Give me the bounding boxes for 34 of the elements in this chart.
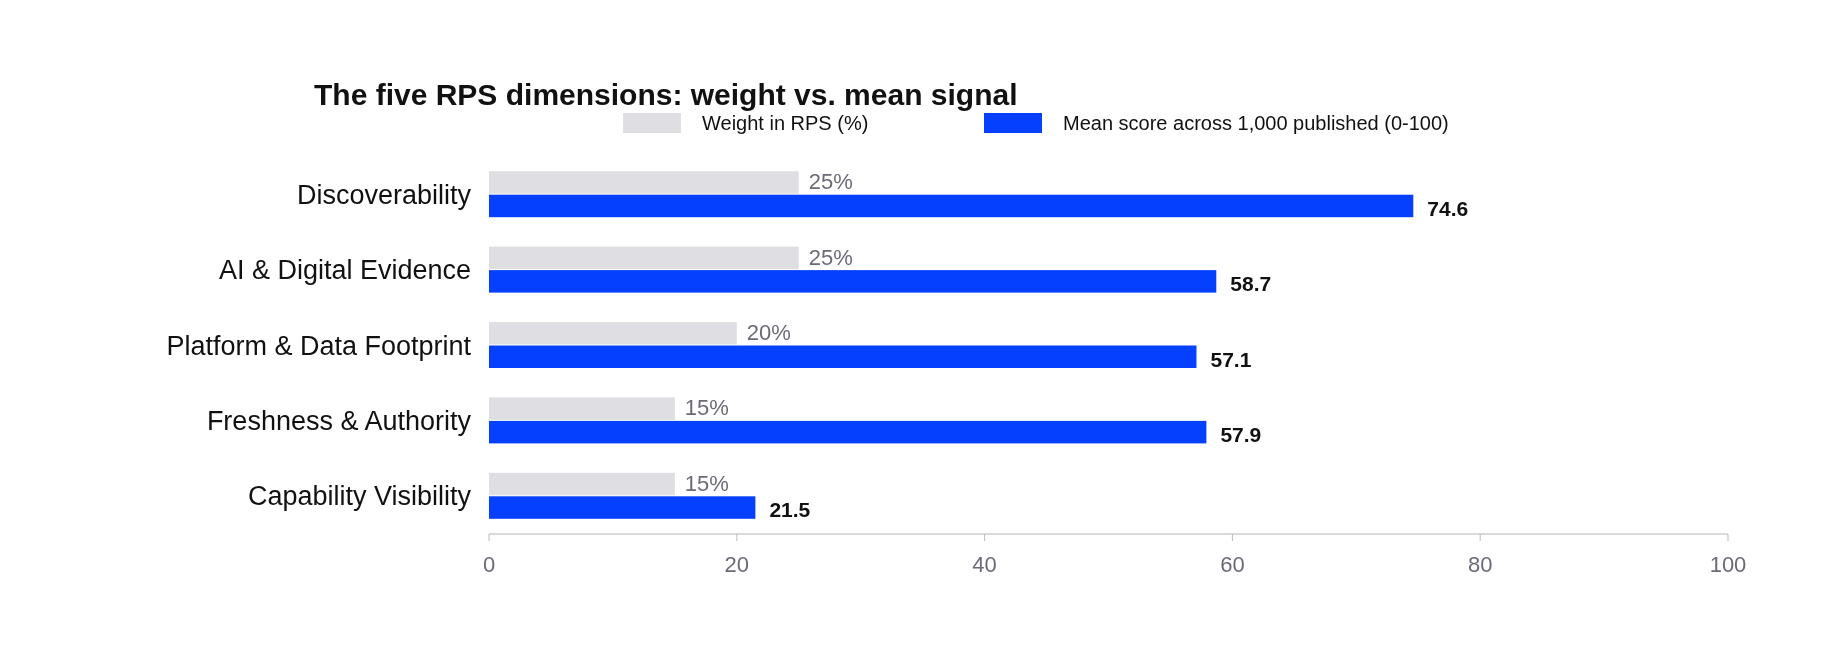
y-tick-label: AI & Digital Evidence [218,255,471,286]
data-label: 21.5 [769,498,811,522]
bar [489,246,799,270]
x-tick-label: 100 [1709,552,1747,577]
y-tick-label: Platform & Data Footprint [166,330,472,361]
y-tick-label: Discoverability [296,179,472,210]
bar [489,472,675,496]
chart-title: The five RPS dimensions: weight vs. mean signal [314,78,1018,111]
bar [489,194,1414,218]
y-tick-label: Capability Visibility [247,481,472,512]
data-label: 74.6 [1427,196,1469,220]
bar [489,322,737,345]
data-label: 20% [746,320,791,345]
bar [489,420,1207,444]
legend-label: Weight in RPS (%) [702,112,869,134]
bar [489,345,1197,368]
data-label: 57.9 [1220,422,1262,446]
y-tick-label: Freshness & Authority [206,405,472,436]
legend-label: Mean score across 1,000 published (0-100) [1063,112,1449,134]
data-label: 15% [684,395,729,421]
x-tick-label: 0 [482,552,496,577]
data-label: 25% [808,244,853,270]
data-label: 57.1 [1210,347,1252,371]
x-tick-label: 80 [1467,552,1493,577]
bar [489,397,675,420]
x-tick-label: 40 [972,552,997,577]
x-tick-label: 20 [724,552,750,577]
data-label: 15% [684,470,729,496]
x-tick-label: 60 [1220,552,1245,577]
bar [489,496,756,519]
data-label: 25% [808,169,853,195]
bar [489,171,799,194]
bar [489,270,1217,293]
data-label: 58.7 [1230,272,1272,296]
